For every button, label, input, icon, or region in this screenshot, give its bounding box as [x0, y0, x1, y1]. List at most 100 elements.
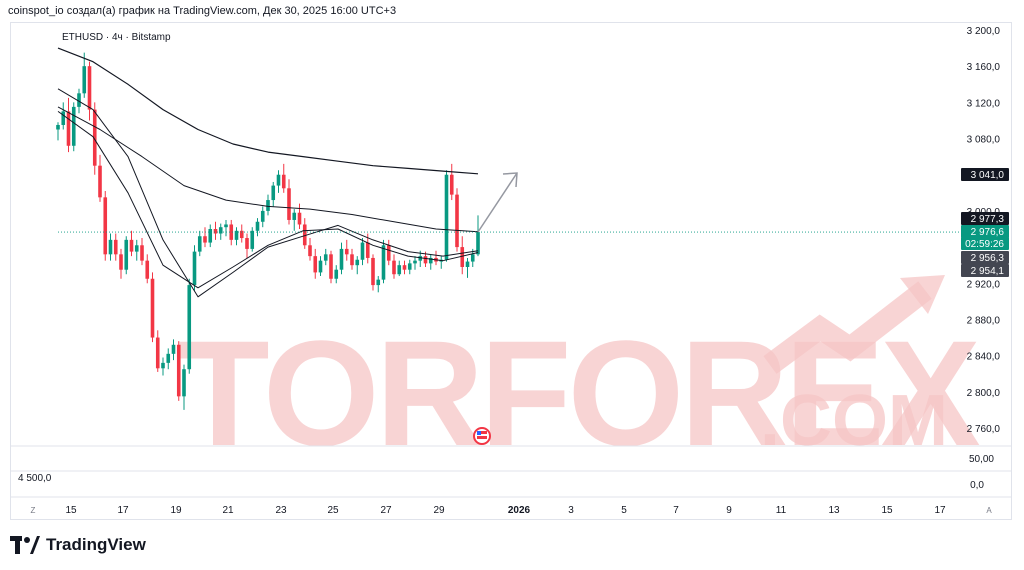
candle-body	[449, 174, 454, 195]
price-label: 2 976,6	[971, 227, 1005, 238]
candle-body	[344, 248, 349, 255]
price-label: 3 041,0	[971, 170, 1005, 181]
time-tick-label: 7	[673, 505, 679, 516]
candle-body	[271, 185, 276, 201]
candle-body	[161, 362, 165, 369]
candle-body	[308, 245, 312, 257]
candle-body	[255, 221, 260, 231]
candle-body	[386, 245, 391, 261]
candle-body	[176, 344, 181, 397]
candle-body	[292, 212, 297, 220]
candle-body	[266, 200, 270, 211]
candle-body	[182, 369, 186, 397]
price-tick-label: 2 760,0	[967, 424, 1001, 435]
candle-body	[124, 239, 129, 270]
candle-body	[444, 174, 449, 260]
price-label-bg	[961, 212, 1009, 225]
price-label-bg	[961, 225, 1009, 238]
candle-body	[197, 236, 202, 252]
flag-icon[interactable]	[473, 427, 491, 445]
candle-body	[145, 260, 150, 279]
candle-body	[260, 210, 265, 222]
projection-arrowhead-icon	[502, 172, 518, 188]
candle-body	[140, 245, 144, 261]
candles-layer	[56, 52, 480, 410]
candle-body	[376, 279, 381, 286]
time-tick-label: 27	[380, 505, 392, 516]
time-tick-label: 25	[327, 505, 339, 516]
candle-body	[350, 254, 354, 266]
candle-body	[360, 242, 365, 260]
candle-body	[82, 66, 87, 94]
candle-body	[329, 254, 333, 279]
time-tick-label: Z	[31, 506, 36, 515]
time-tick-label: 13	[828, 505, 840, 516]
candle-body	[192, 251, 197, 286]
price-axis[interactable]: 3 200,03 160,03 120,03 080,03 000,02 920…	[10, 26, 1012, 498]
candle-body	[245, 238, 249, 249]
candle-body	[397, 265, 402, 275]
candle-body	[218, 227, 223, 234]
time-tick-label: 9	[726, 505, 732, 516]
candle-body	[224, 224, 228, 228]
time-tick-label: 15	[65, 505, 77, 516]
time-tick-label: 21	[222, 505, 234, 516]
candle-body	[155, 337, 160, 369]
candle-body	[129, 239, 134, 252]
candle-body	[423, 256, 428, 264]
chart-caption: coinspot_io создал(а) график на TradingV…	[8, 5, 397, 17]
time-tick-label: 2026	[508, 505, 531, 516]
candle-body	[56, 124, 60, 130]
price-label: 2 977,3	[971, 214, 1005, 225]
volume-axis: 50,00 0,0 4 500,0	[18, 454, 994, 491]
tradingview-logo-icon	[10, 536, 40, 554]
candle-body	[113, 239, 118, 255]
candle-body	[61, 111, 66, 125]
candle-body	[355, 259, 360, 266]
price-tick-label: 2 920,0	[967, 279, 1001, 290]
candle-body	[413, 260, 417, 264]
volume-left-label: 4 500,0	[18, 473, 52, 484]
candle-body	[287, 188, 291, 220]
time-tick-label: 17	[934, 505, 946, 516]
watermark-arrowhead-icon	[900, 275, 945, 314]
candle-body	[428, 257, 433, 264]
time-tick-label: 5	[621, 505, 627, 516]
time-tick-label: 11	[776, 505, 787, 516]
price-tick-label: 2 880,0	[967, 315, 1001, 326]
candle-body	[119, 254, 123, 270]
candle-body	[418, 256, 423, 261]
candle-body	[239, 230, 244, 239]
price-label-bg	[961, 237, 1009, 250]
time-tick-label: A	[986, 506, 992, 515]
time-axis[interactable]: Z 15 17 19 21 23 25 27 29 2026 3 5 7 9 11 13 15 17 A	[31, 505, 993, 516]
price-tick-label: 3 120,0	[967, 98, 1001, 109]
ma-fast-line	[57, 88, 479, 298]
candle-body	[281, 174, 286, 189]
time-tick-label: 19	[170, 505, 182, 516]
candle-body	[371, 257, 375, 286]
candle-body	[276, 174, 281, 186]
price-tick-label: 3 080,0	[967, 135, 1001, 146]
candle-body	[402, 265, 407, 270]
time-tick-label: 29	[433, 505, 445, 516]
price-label: 2 956,3	[971, 253, 1005, 264]
candle-body	[465, 261, 470, 267]
ma-fast2-line	[57, 110, 479, 289]
chart-frame	[10, 22, 1012, 520]
watermark-text-suffix: .COM	[760, 381, 948, 461]
price-label-bg	[961, 168, 1009, 181]
symbol-label: ETHUSD · 4ч · Bitstamp	[62, 32, 171, 43]
candle-body	[476, 232, 480, 255]
candle-body	[166, 353, 171, 363]
price-tick-label: 2 800,0	[967, 388, 1001, 399]
candle-body	[134, 245, 139, 252]
tradingview-brand[interactable]: TradingView	[10, 535, 146, 555]
candle-body	[318, 260, 323, 273]
candle-body	[187, 285, 192, 370]
price-label-bg	[961, 264, 1009, 277]
time-tick-label: 3	[568, 505, 574, 516]
candle-body	[297, 212, 302, 225]
price-tick-label: 3 200,0	[967, 26, 1001, 37]
